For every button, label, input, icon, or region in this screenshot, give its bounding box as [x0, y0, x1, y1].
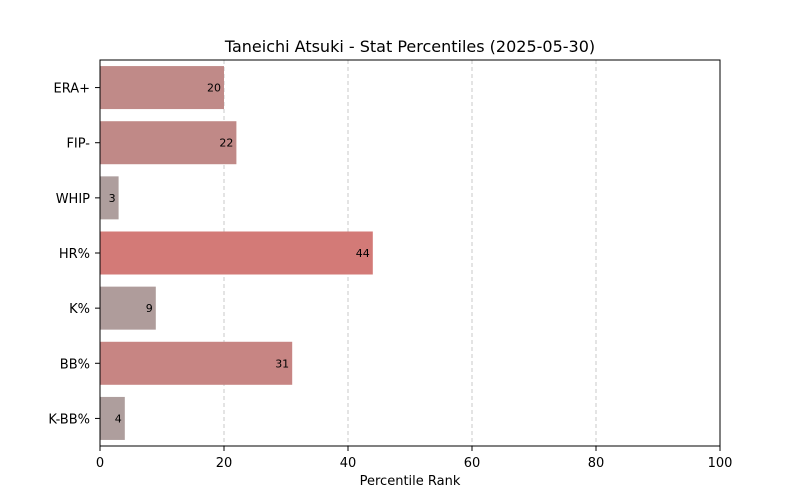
bar-k-: [100, 286, 156, 330]
data-label-whip: 3: [109, 192, 116, 205]
data-label-fip-: 22: [219, 137, 233, 150]
bar-bb-: [100, 341, 293, 385]
x-tick-label-60: 60: [464, 456, 481, 471]
data-labels-group: 20 22 3 44 9 31 4: [109, 82, 370, 426]
y-tick-label-k-: K%: [69, 302, 90, 317]
x-tick-label-100: 100: [708, 456, 733, 471]
y-tick-label-whip: WHIP: [56, 192, 90, 207]
chart-title: Taneichi Atsuki - Stat Percentiles (2025…: [224, 37, 595, 56]
data-label-k-bb-: 4: [115, 412, 122, 425]
data-label-era-: 20: [207, 82, 221, 95]
y-axis: ERA+ FIP- WHIP HR% K% BB% K-BB%: [48, 82, 100, 427]
y-tick-label-era-: ERA+: [53, 82, 90, 97]
data-label-k-: 9: [146, 302, 153, 315]
bars-group: [100, 66, 373, 440]
x-axis: 0 20 40 60 80 100: [96, 446, 733, 471]
data-label-bb-: 31: [275, 357, 289, 370]
x-axis-label: Percentile Rank: [360, 474, 461, 489]
bar-hr-: [100, 231, 373, 275]
data-label-hr-: 44: [356, 247, 370, 260]
x-tick-label-20: 20: [216, 456, 233, 471]
bar-whip: [100, 176, 119, 220]
bar-k-bb-: [100, 396, 125, 440]
x-tick-label-0: 0: [96, 456, 104, 471]
bar-fip-: [100, 121, 237, 165]
bar-era-: [100, 66, 224, 110]
y-tick-label-hr-: HR%: [59, 247, 90, 262]
y-tick-label-bb-: BB%: [60, 357, 90, 372]
x-tick-label-40: 40: [340, 456, 357, 471]
x-tick-label-80: 80: [588, 456, 605, 471]
y-tick-label-k-bb-: K-BB%: [48, 412, 90, 427]
y-tick-label-fip-: FIP-: [66, 137, 90, 152]
